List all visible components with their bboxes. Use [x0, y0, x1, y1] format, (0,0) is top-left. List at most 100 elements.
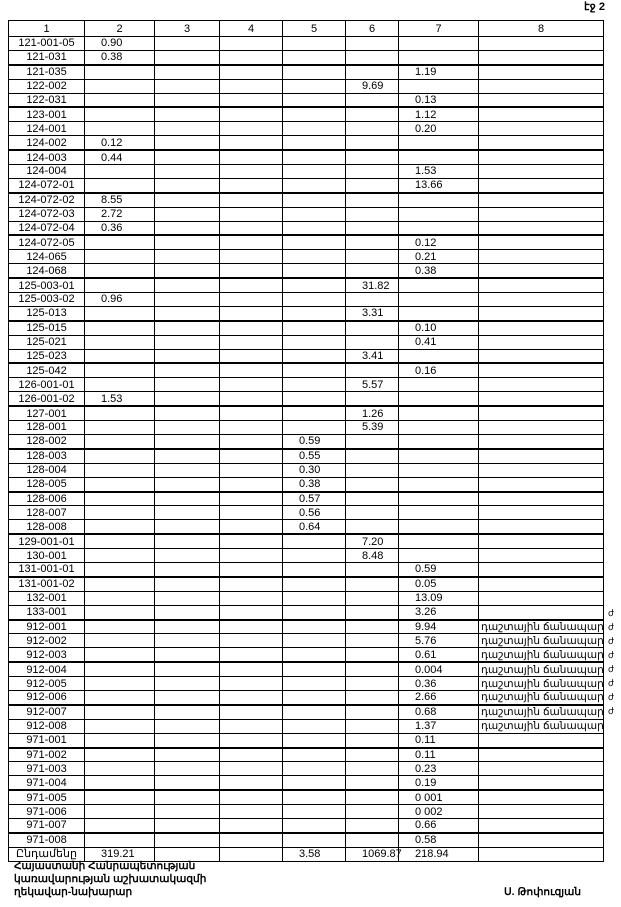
table-row: 124-001 0.20 [8, 121, 604, 137]
table-cell [84, 249, 155, 265]
table-cell [478, 732, 604, 749]
table-cell: դաշտային ճանապար [478, 661, 604, 678]
table-row: 123-001 1.12 [8, 106, 604, 123]
table-cell [282, 619, 346, 635]
table-cell [84, 561, 155, 578]
table-cell [219, 448, 283, 464]
table-cell [84, 490, 155, 507]
table-cell: 124-072-01 [8, 177, 85, 194]
table-cell [398, 548, 479, 563]
table-cell [219, 704, 283, 720]
table-cell: 0.16 [398, 362, 479, 379]
table-cell: 1.12 [398, 106, 479, 123]
table-cell: 3.31 [345, 305, 399, 322]
table-cell [282, 775, 346, 792]
table-cell [398, 305, 479, 322]
table-row: 971-002 0.11 [8, 747, 604, 763]
table-cell [219, 277, 283, 294]
table-cell: 0.12 [84, 135, 155, 152]
table-cell [154, 704, 220, 720]
table-row: 128-001 5.39 [8, 420, 604, 435]
table-cell: 128-004 [8, 462, 85, 478]
table-row: 124-004 1.53 [8, 164, 604, 179]
table-row: 126-001-02 1.53 [8, 391, 604, 408]
table-cell [84, 619, 155, 635]
table-cell [282, 689, 346, 706]
table-row: 912-002 5.76 դաշտային ճանապար [8, 633, 604, 649]
table-cell [154, 676, 220, 691]
table-cell [282, 92, 346, 109]
table-cell: 5.39 [345, 420, 399, 435]
table-cell: 912-004 [8, 661, 85, 678]
table-cell [282, 206, 346, 222]
table-cell [478, 249, 604, 265]
table-cell [345, 604, 399, 621]
table-cell [154, 590, 220, 606]
table-cell [84, 832, 155, 848]
table-cell [154, 761, 220, 777]
table-cell [219, 49, 283, 66]
table-cell [154, 817, 220, 834]
table-cell: 125-042 [8, 362, 85, 379]
table-cell [282, 362, 346, 379]
table-cell: 131-001-01 [8, 561, 85, 578]
table-cell [398, 206, 479, 222]
table-cell [282, 405, 346, 422]
table-cell: 132-001 [8, 590, 85, 606]
table-cell: 912-003 [8, 647, 85, 664]
data-table: 1 2 3 4 5 6 7 8 121-001-05 0.90 121-031 0.38 121-035… [8, 20, 604, 862]
table-cell [345, 92, 399, 109]
table-cell [398, 476, 479, 493]
table-row: 127-001 1.26 [8, 405, 604, 422]
table-cell: 121-035 [8, 64, 85, 80]
table-cell [219, 633, 283, 649]
table-cell [84, 548, 155, 563]
table-cell: 971-004 [8, 775, 85, 792]
table-cell: 128-002 [8, 433, 85, 450]
table-cell [478, 433, 604, 450]
table-cell: 971-002 [8, 747, 85, 763]
table-cell [398, 505, 479, 521]
table-cell [219, 234, 283, 251]
table-cell [282, 377, 346, 393]
table-cell [154, 804, 220, 819]
table-cell [154, 448, 220, 464]
table-cell: 971-008 [8, 832, 85, 848]
table-cell: 0.64 [282, 519, 346, 536]
table-row: 131-001-01 0.59 [8, 561, 604, 578]
table-cell [282, 789, 346, 806]
table-cell [84, 263, 155, 280]
table-cell [282, 633, 346, 649]
table-cell: 0.05 [398, 576, 479, 592]
table-cell [398, 490, 479, 507]
table-cell [219, 533, 283, 550]
table-cell [154, 533, 220, 550]
column-header: 7 [398, 20, 479, 37]
table-cell: 1.19 [398, 64, 479, 80]
table-cell [219, 647, 283, 664]
table-cell: 9.69 [345, 78, 399, 94]
table-cell [154, 420, 220, 435]
table-cell [282, 49, 346, 66]
table-cell: 0.13 [398, 92, 479, 109]
table-cell [219, 334, 283, 350]
column-header: 1 [8, 20, 85, 37]
table-cell: 2.72 [84, 206, 155, 222]
table-cell [345, 49, 399, 66]
table-cell [345, 519, 399, 536]
table-cell [84, 761, 155, 777]
table-cell [478, 220, 604, 237]
table-cell [398, 519, 479, 536]
table-cell: 971-007 [8, 817, 85, 834]
table-cell [478, 405, 604, 422]
table-cell [345, 320, 399, 336]
table-cell [478, 817, 604, 834]
table-cell [478, 846, 604, 862]
table-cell [84, 164, 155, 179]
table-cell [219, 320, 283, 336]
table-cell [154, 519, 220, 536]
table-cell [84, 305, 155, 322]
table-cell [478, 561, 604, 578]
table-cell: 0.38 [84, 49, 155, 66]
